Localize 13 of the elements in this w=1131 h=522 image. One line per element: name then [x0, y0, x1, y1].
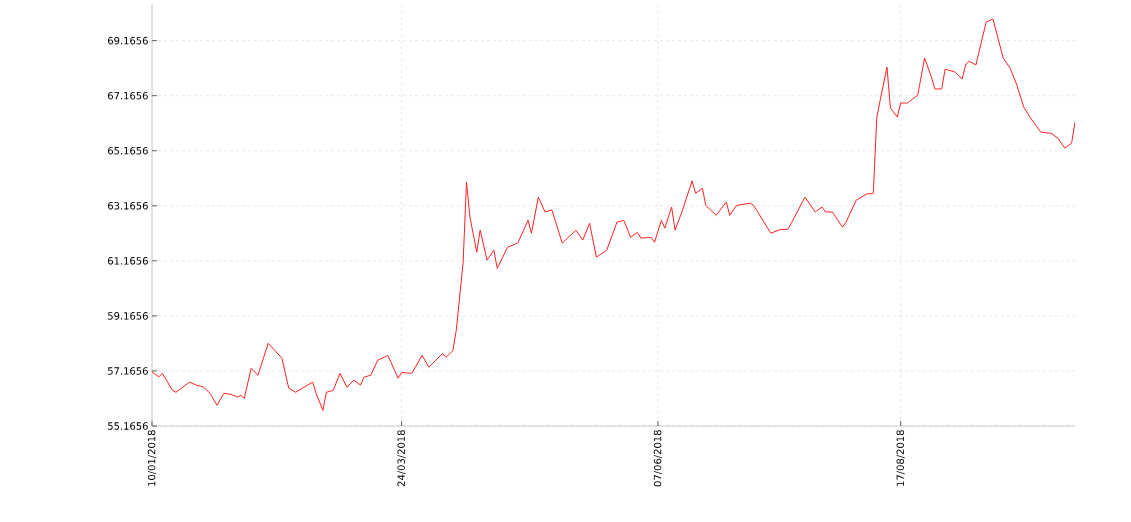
y-tick-label: 57.1656 — [108, 367, 148, 375]
y-tick-label: 67.1656 — [107, 91, 148, 100]
line-series — [152, 18, 1076, 411]
y-tick-label: 69.1656 — [107, 36, 148, 45]
y-tick-label: 61.1656 — [107, 257, 148, 265]
y-tick-label: 55.1656 — [108, 422, 148, 430]
x-tick-label: 07/06/2018 — [653, 430, 663, 487]
x-tick-label: 24/03/2018 — [397, 430, 406, 487]
x-tick-label: 17/08/2018 — [896, 430, 905, 486]
y-tick-label: 65.1656 — [107, 146, 148, 155]
y-tick-label: 59.1656 — [108, 312, 148, 320]
y-tick-label: 63.1656 — [107, 202, 148, 210]
x-tick-label: 10/01/2018 — [147, 430, 157, 486]
